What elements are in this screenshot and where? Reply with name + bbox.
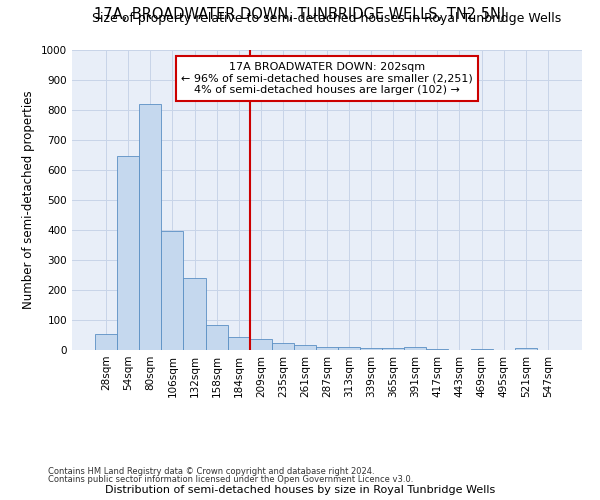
Text: Contains HM Land Registry data © Crown copyright and database right 2024.: Contains HM Land Registry data © Crown c…: [48, 467, 374, 476]
Bar: [338, 347, 360, 350]
Bar: [360, 348, 382, 350]
Bar: [515, 348, 537, 350]
Bar: [316, 347, 338, 350]
Bar: [139, 104, 161, 350]
Bar: [161, 231, 184, 350]
Title: Size of property relative to semi-detached houses in Royal Tunbridge Wells: Size of property relative to semi-detach…: [92, 12, 562, 25]
Bar: [427, 349, 448, 350]
Text: Distribution of semi-detached houses by size in Royal Tunbridge Wells: Distribution of semi-detached houses by …: [105, 485, 495, 495]
Bar: [206, 325, 227, 350]
Bar: [184, 278, 206, 350]
Bar: [470, 348, 493, 350]
Text: 17A, BROADWATER DOWN, TUNBRIDGE WELLS, TN2 5NJ: 17A, BROADWATER DOWN, TUNBRIDGE WELLS, T…: [94, 8, 506, 22]
Bar: [404, 347, 427, 350]
Bar: [250, 338, 272, 350]
Bar: [382, 348, 404, 350]
Bar: [117, 156, 139, 350]
Bar: [95, 334, 117, 350]
Bar: [294, 345, 316, 350]
Text: Contains public sector information licensed under the Open Government Licence v3: Contains public sector information licen…: [48, 475, 413, 484]
Y-axis label: Number of semi-detached properties: Number of semi-detached properties: [22, 90, 35, 310]
Text: 17A BROADWATER DOWN: 202sqm
← 96% of semi-detached houses are smaller (2,251)
4%: 17A BROADWATER DOWN: 202sqm ← 96% of sem…: [181, 62, 473, 95]
Bar: [272, 343, 294, 350]
Bar: [227, 338, 250, 350]
